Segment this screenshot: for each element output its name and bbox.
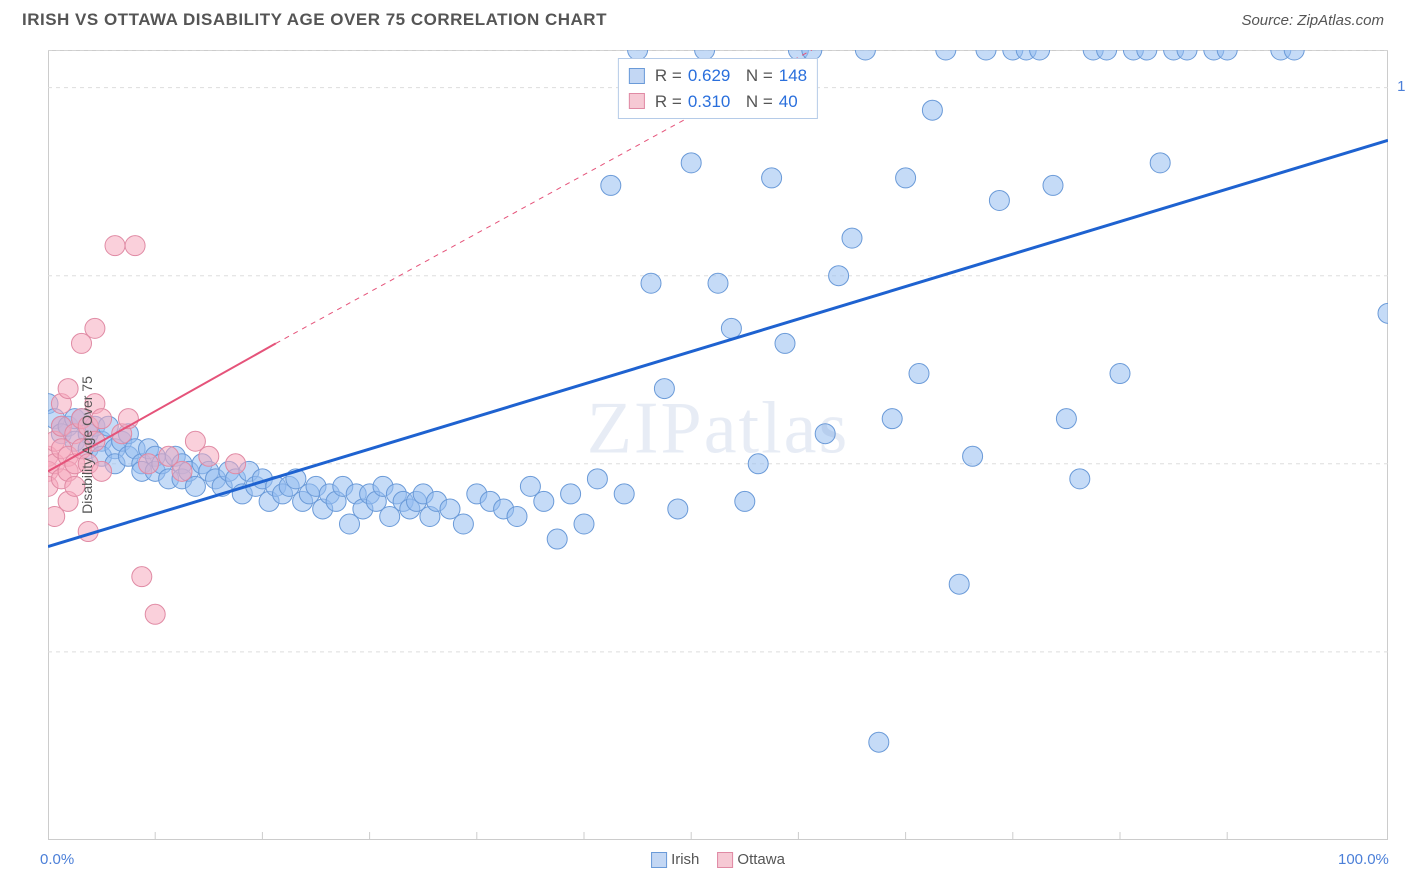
correlation-legend: R =0.629 N =148R =0.310 N =40 — [618, 58, 818, 119]
source-attribution: Source: ZipAtlas.com — [1241, 12, 1384, 29]
correlation-legend-row: R =0.629 N =148 — [629, 63, 807, 89]
r-value: 0.310 — [688, 89, 731, 115]
series-legend: Irish Ottawa — [651, 851, 785, 868]
x-tick-label: 100.0% — [1338, 851, 1389, 868]
legend-item: Ottawa — [717, 851, 785, 868]
legend-swatch — [651, 852, 667, 868]
legend-label: Ottawa — [737, 851, 785, 868]
legend-label: Irish — [671, 851, 699, 868]
legend-swatch — [629, 68, 645, 84]
legend-swatch — [629, 93, 645, 109]
scatter-chart-svg — [48, 50, 1388, 840]
chart-area: ZIPatlas Disability Age Over 75 R =0.629… — [48, 50, 1388, 840]
r-value: 0.629 — [688, 63, 731, 89]
y-tick-label: 100.0% — [1397, 78, 1406, 95]
y-axis-label: Disability Age Over 75 — [79, 376, 95, 514]
correlation-legend-row: R =0.310 N =40 — [629, 89, 807, 115]
chart-title: IRISH VS OTTAWA DISABILITY AGE OVER 75 C… — [22, 10, 607, 30]
x-tick-label: 0.0% — [40, 851, 74, 868]
legend-item: Irish — [651, 851, 699, 868]
legend-swatch — [717, 852, 733, 868]
n-value: 40 — [779, 89, 798, 115]
n-value: 148 — [779, 63, 807, 89]
